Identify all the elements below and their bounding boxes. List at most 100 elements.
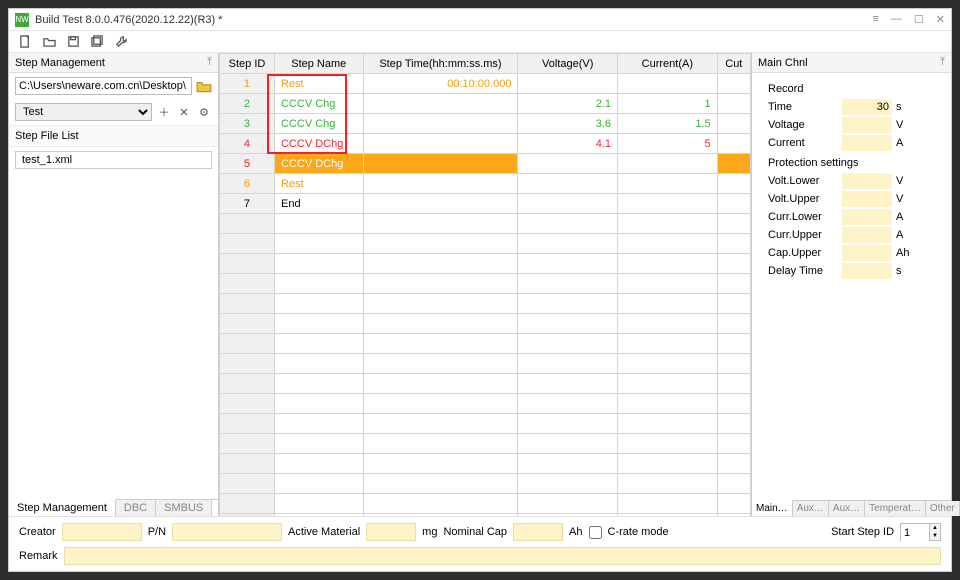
table-row[interactable] [220, 474, 751, 494]
table-row[interactable]: 5CCCV DChg [220, 154, 751, 174]
delete-icon[interactable]: ✕ [176, 104, 192, 120]
left-tab[interactable]: DBC [116, 500, 156, 516]
add-icon[interactable]: ＋ [156, 104, 172, 120]
col-header[interactable]: Current(A) [618, 54, 718, 74]
minimize-button[interactable]: — [891, 13, 902, 26]
cell-time[interactable] [363, 174, 518, 194]
right-tab[interactable]: Aux… [829, 501, 865, 516]
start-step-input[interactable] [901, 524, 929, 542]
table-row[interactable]: 7End [220, 194, 751, 214]
table-row[interactable]: 3CCCV Chg 3.61.5 [220, 114, 751, 134]
cell-volt[interactable]: 2.1 [518, 94, 618, 114]
save-icon[interactable] [65, 34, 81, 50]
cell-volt[interactable] [518, 194, 618, 214]
table-row[interactable] [220, 274, 751, 294]
footer-input[interactable] [172, 523, 282, 541]
open-folder-icon[interactable] [41, 34, 57, 50]
cell-curr[interactable] [618, 154, 718, 174]
cell-volt[interactable] [518, 174, 618, 194]
param-input[interactable] [842, 263, 892, 279]
cell-name[interactable]: CCCV Chg [274, 114, 363, 134]
right-tab[interactable]: Other [926, 501, 960, 516]
cell-cut[interactable] [717, 174, 750, 194]
right-tab[interactable]: Temperat… [865, 501, 926, 516]
footer-input[interactable] [62, 523, 142, 541]
maximize-button[interactable]: ☐ [914, 13, 924, 26]
cell-curr[interactable] [618, 194, 718, 214]
cell-volt[interactable] [518, 154, 618, 174]
col-header[interactable]: Voltage(V) [518, 54, 618, 74]
table-row[interactable] [220, 394, 751, 414]
path-input[interactable] [15, 77, 192, 95]
param-input[interactable] [842, 209, 892, 225]
cell-name[interactable]: CCCV DChg [274, 134, 363, 154]
wrench-icon[interactable] [113, 34, 129, 50]
table-row[interactable] [220, 514, 751, 517]
table-row[interactable] [220, 214, 751, 234]
pin-icon[interactable]: ⤒ [207, 56, 212, 69]
param-input[interactable] [842, 191, 892, 207]
right-tab[interactable]: Aux… [793, 501, 829, 516]
table-row[interactable] [220, 414, 751, 434]
cell-id[interactable]: 1 [220, 74, 275, 94]
table-row[interactable]: 6Rest [220, 174, 751, 194]
sync-icon[interactable]: ≡ [872, 13, 878, 26]
table-row[interactable]: 2CCCV Chg2.11 [220, 94, 751, 114]
cell-volt[interactable]: 4.1 [518, 134, 618, 154]
cell-time[interactable] [363, 154, 518, 174]
table-row[interactable] [220, 314, 751, 334]
cell-time[interactable] [363, 194, 518, 214]
cell-name[interactable]: End [274, 194, 363, 214]
new-file-icon[interactable] [17, 34, 33, 50]
cell-name[interactable]: CCCV DChg [274, 154, 363, 174]
spin-up[interactable]: ▲ [930, 524, 940, 532]
table-row[interactable] [220, 334, 751, 354]
cell-cut[interactable] [717, 134, 750, 154]
table-row[interactable]: 4CCCV DChg4.15 [220, 134, 751, 154]
table-row[interactable] [220, 374, 751, 394]
start-step-spinner[interactable]: ▲▼ [900, 523, 941, 541]
table-row[interactable] [220, 494, 751, 514]
param-input[interactable] [842, 99, 892, 115]
cell-volt[interactable] [518, 74, 618, 94]
cell-volt[interactable]: 3.6 [518, 114, 618, 134]
left-tab[interactable]: Step Management [9, 499, 116, 516]
browse-folder-icon[interactable] [196, 78, 212, 94]
col-header[interactable]: Step ID [220, 54, 275, 74]
table-row[interactable] [220, 434, 751, 454]
cell-curr[interactable]: 1 [618, 94, 718, 114]
pin-icon[interactable]: ⤒ [940, 56, 945, 69]
remark-input[interactable] [64, 547, 941, 565]
cell-id[interactable]: 7 [220, 194, 275, 214]
cell-id[interactable]: 6 [220, 174, 275, 194]
table-row[interactable]: 1Rest00:10:00.000 [220, 74, 751, 94]
cell-cut[interactable] [717, 154, 750, 174]
table-row[interactable] [220, 234, 751, 254]
cell-curr[interactable] [618, 74, 718, 94]
cell-time[interactable] [363, 134, 518, 154]
left-tab[interactable]: SMBUS [156, 500, 212, 516]
test-select[interactable]: Test [15, 103, 152, 121]
col-header[interactable]: Cut [717, 54, 750, 74]
spin-down[interactable]: ▼ [930, 532, 940, 540]
table-row[interactable] [220, 454, 751, 474]
cell-name[interactable]: CCCV Chg [274, 94, 363, 114]
save-all-icon[interactable] [89, 34, 105, 50]
param-input[interactable] [842, 245, 892, 261]
param-input[interactable] [842, 117, 892, 133]
table-row[interactable] [220, 254, 751, 274]
cell-cut[interactable] [717, 114, 750, 134]
cell-cut[interactable] [717, 74, 750, 94]
footer-input[interactable] [366, 523, 416, 541]
footer-input[interactable] [513, 523, 563, 541]
close-button[interactable]: ✕ [936, 13, 945, 26]
param-input[interactable] [842, 173, 892, 189]
cell-curr[interactable]: 1.5 [618, 114, 718, 134]
cell-cut[interactable] [717, 94, 750, 114]
cell-curr[interactable] [618, 174, 718, 194]
cell-cut[interactable] [717, 194, 750, 214]
param-input[interactable] [842, 135, 892, 151]
file-item[interactable]: test_1.xml [15, 151, 212, 169]
right-tab[interactable]: Main… [752, 500, 793, 516]
cell-id[interactable]: 3 [220, 114, 275, 134]
